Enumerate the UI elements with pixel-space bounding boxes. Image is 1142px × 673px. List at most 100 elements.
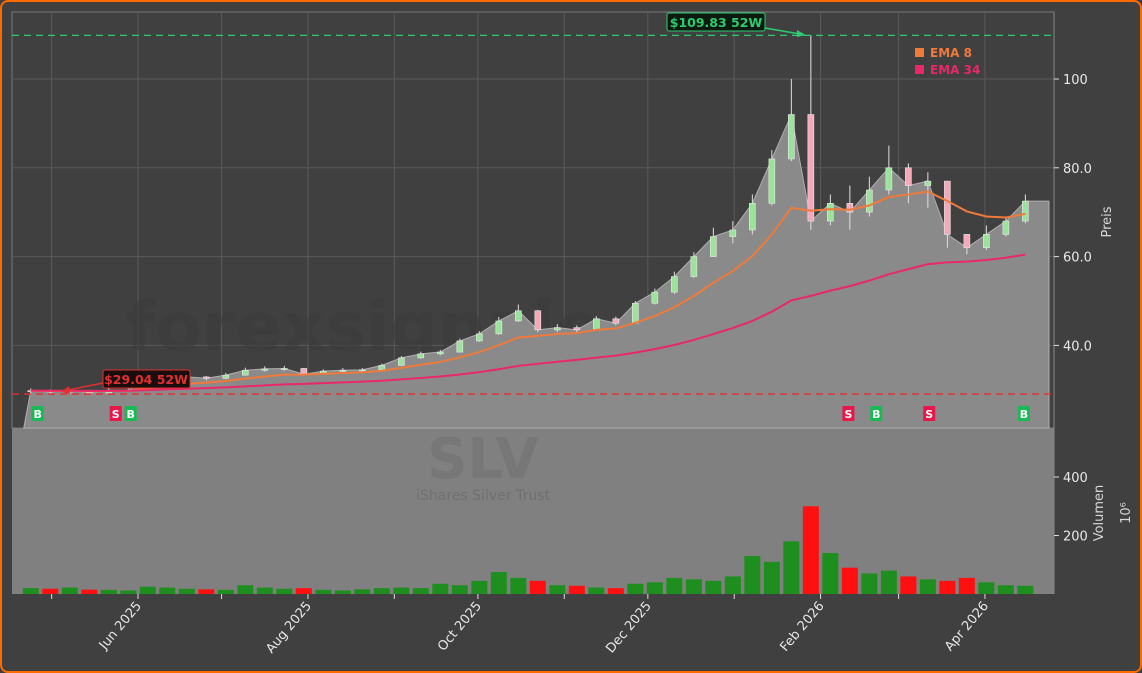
candle-body [729,229,737,237]
volume-bar [510,577,527,594]
volume-bar [666,577,683,594]
candle-body [944,180,951,235]
candle-body [690,256,698,277]
volume-bar [978,582,995,594]
signal-marker-buy [31,406,44,421]
candle-body [612,318,620,324]
candle-body [300,368,308,375]
candle-body [437,351,444,355]
low-arrow [67,382,104,391]
candle-body [885,167,893,191]
volume-bar [529,580,546,594]
x-tick-label: Oct 2025 [435,599,485,654]
low-annotation: $29.04 52W [61,369,191,394]
candle-body [241,369,249,376]
signal-marker-sell [923,406,936,421]
candle-body [651,291,659,304]
high-arrow-head [797,30,806,37]
price-tick-label: 100 [1063,73,1088,88]
signal-marker-buy [870,406,883,421]
volume-bar [958,577,975,594]
candle-body [866,189,873,213]
volume-bar [373,588,390,594]
volume-bar [276,588,293,594]
high-label-box [666,12,766,32]
volume-bar [802,506,819,594]
volume-bar [120,590,137,594]
high-annotation: $109.83 52W [666,12,806,37]
volume-bars [22,506,1034,594]
signal-label: B [127,408,135,421]
volume-bar [685,579,702,594]
volume-bar [705,580,722,594]
volume-bar [451,585,468,594]
volume-bar [744,555,761,594]
price-tick-label: 80.0 [1063,162,1092,177]
legend-ema34: EMA 34 [930,63,980,77]
high-arrow [764,27,801,35]
candle-body [983,234,990,249]
volume-bar [22,588,39,594]
volume-axis-label: Volumen [1092,485,1107,542]
x-tick-label: Dec 2025 [603,599,655,656]
legend-swatch-ema8 [915,48,924,57]
volume-bar [763,561,780,594]
candle-body [905,167,912,186]
legend: EMA 8 EMA 34 [915,46,980,77]
candle-body [846,203,854,213]
signal-marker-sell [109,406,122,421]
candle-body [827,203,834,222]
watermark-fund-name: iShares Silver Trust [416,488,550,504]
volume-bar [724,576,741,594]
candle-body [202,376,210,379]
candle-body [261,368,269,371]
volume-bar [42,588,59,594]
volume-bar [159,587,176,594]
candles [27,35,1029,395]
volume-bar [861,573,878,594]
candle-body [339,369,347,372]
x-tick-label: Apr 2026 [942,599,992,654]
signal-label: B [34,408,42,421]
candle-body [710,236,717,257]
high-label: $109.83 52W [670,15,763,30]
signal-label: S [925,408,933,421]
signal-marker-sell [842,406,855,421]
candle-body [554,327,561,331]
candle-body [476,333,483,342]
volume-bar [471,580,488,594]
volume-bar [588,587,605,594]
candle-body [593,318,600,331]
candle-body [788,114,795,160]
ema-lines [30,190,1026,393]
volume-unit-label: 10⁶ [1119,502,1134,524]
candle-body [456,340,464,353]
candle-body [417,353,425,359]
volume-bar [783,541,800,594]
candle-body [632,302,639,324]
volume-bar [549,585,566,594]
volume-tick-label: 200 [1063,530,1088,545]
x-tick-label: Aug 2025 [263,599,315,657]
legend-swatch-ema34 [915,65,924,74]
volume-bar [256,587,273,594]
low-arrow-head [61,386,70,394]
volume-bar [412,588,429,594]
candle-body [398,357,405,366]
volume-bar [880,570,897,594]
candle-body [1002,220,1010,235]
volume-bar [432,583,449,594]
candle-body [534,310,542,331]
signal-marker-buy [1017,406,1030,421]
volume-bar [237,585,254,594]
candle-body [671,276,678,293]
volume-bar [354,589,371,594]
signal-label: S [112,408,120,421]
candle-body [924,180,932,186]
candle-body [222,374,230,379]
volume-bar [900,576,917,594]
volume-bar [568,585,585,594]
volume-bar [393,587,410,594]
price-tick-label: 40.0 [1063,339,1092,354]
